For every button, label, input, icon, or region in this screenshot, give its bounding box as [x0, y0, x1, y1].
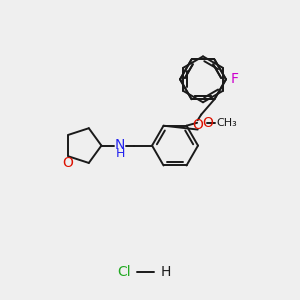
Text: O: O [62, 156, 73, 170]
Text: H: H [160, 265, 171, 279]
Text: O: O [202, 116, 213, 130]
Text: H: H [116, 147, 125, 160]
Text: F: F [230, 72, 238, 86]
Text: N: N [115, 138, 125, 152]
Text: CH₃: CH₃ [217, 118, 237, 128]
Text: Cl: Cl [117, 265, 131, 279]
Text: O: O [192, 118, 203, 132]
